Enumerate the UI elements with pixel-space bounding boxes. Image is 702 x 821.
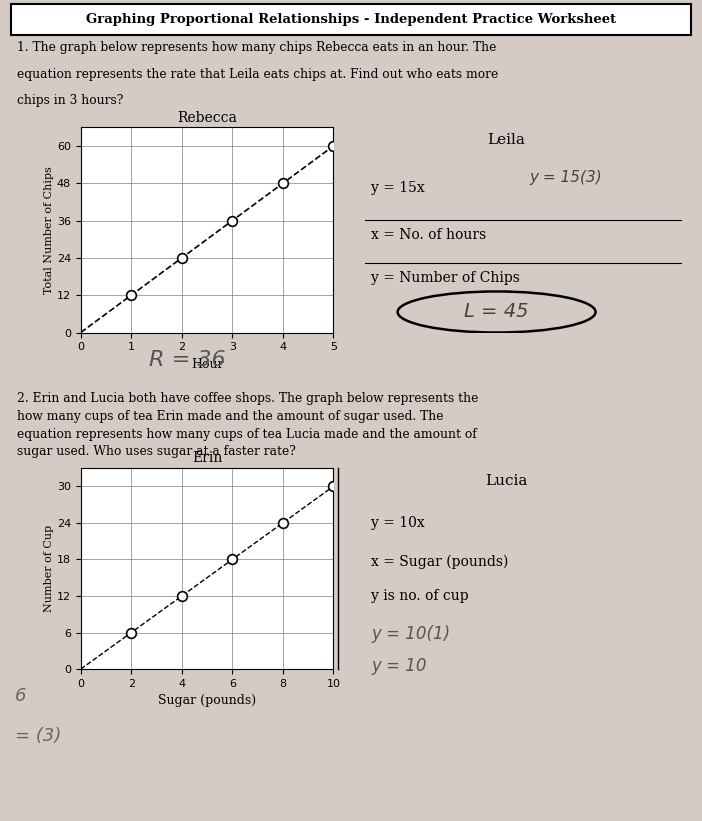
Text: y = 15x: y = 15x (371, 181, 425, 195)
Text: y = 10: y = 10 (371, 657, 427, 675)
Text: Leila: Leila (488, 133, 525, 148)
Text: sugar used. Who uses sugar at a faster rate?: sugar used. Who uses sugar at a faster r… (18, 445, 296, 458)
Text: R = 36: R = 36 (149, 351, 225, 370)
Text: equation represents the rate that Leila eats chips at. Find out who eats more: equation represents the rate that Leila … (18, 67, 498, 80)
Text: 1. The graph below represents how many chips Rebecca eats in an hour. The: 1. The graph below represents how many c… (18, 41, 497, 54)
Text: 2. Erin and Lucia both have coffee shops. The graph below represents the: 2. Erin and Lucia both have coffee shops… (18, 392, 479, 406)
Text: x = Sugar (pounds): x = Sugar (pounds) (371, 554, 508, 569)
Text: y = 10(1): y = 10(1) (371, 625, 451, 643)
Title: Erin: Erin (192, 452, 223, 466)
Text: Graphing Proportional Relationships - Independent Practice Worksheet: Graphing Proportional Relationships - In… (86, 13, 616, 26)
Y-axis label: Total Number of Chips: Total Number of Chips (44, 166, 54, 294)
X-axis label: Sugar (pounds): Sugar (pounds) (158, 695, 256, 708)
Text: y = Number of Chips: y = Number of Chips (371, 271, 520, 285)
Text: how many cups of tea Erin made and the amount of sugar used. The: how many cups of tea Erin made and the a… (18, 410, 444, 423)
Text: equation represents how many cups of tea Lucia made and the amount of: equation represents how many cups of tea… (18, 428, 477, 441)
Text: L = 45: L = 45 (464, 302, 529, 322)
Text: chips in 3 hours?: chips in 3 hours? (18, 94, 124, 107)
Title: Rebecca: Rebecca (177, 111, 237, 125)
Y-axis label: Number of Cup: Number of Cup (44, 525, 54, 612)
Text: y = 15(3): y = 15(3) (529, 170, 602, 186)
Text: x = No. of hours: x = No. of hours (371, 227, 486, 242)
Text: = (3): = (3) (15, 727, 61, 745)
Text: y = 10x: y = 10x (371, 516, 425, 530)
Text: y is no. of cup: y is no. of cup (371, 589, 469, 603)
X-axis label: Hour: Hour (191, 358, 223, 371)
Text: 6: 6 (15, 687, 26, 705)
Text: Lucia: Lucia (485, 474, 528, 488)
